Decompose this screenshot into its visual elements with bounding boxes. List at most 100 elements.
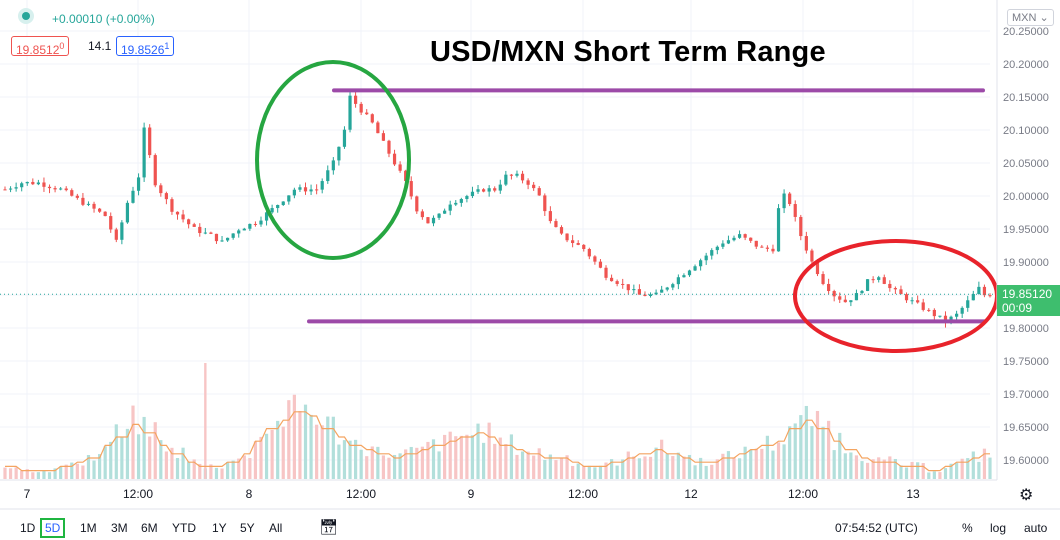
volume-bar [515,454,519,479]
candle-body [142,127,146,178]
volume-bar [398,453,402,479]
volume-bar [448,431,452,479]
volume-bar [877,457,881,479]
volume-bar [593,467,597,479]
volume-bar [832,450,836,479]
volume-bar [543,459,547,479]
volume-bar [615,465,619,479]
candle-body [470,191,475,197]
candle-body [888,283,892,289]
ask-value: 19.8526 [121,43,165,57]
candle-body [966,300,970,308]
candle-body [448,204,452,211]
symbol-dropdown[interactable]: MXN ⌄ [1007,9,1054,26]
volume-bar [776,442,781,479]
price-tick-label: 19.75000 [1003,356,1049,368]
volume-bar [31,472,35,479]
gear-icon[interactable]: ⚙ [1019,487,1034,504]
candle-body [437,213,441,218]
timeframe-1y[interactable]: 1Y [212,521,227,535]
volume-bar [737,458,742,479]
volume-bar [854,455,859,479]
price-axis: 20.25000 20.20000 20.15000 20.10000 20.05000… [996,0,1060,480]
candle-body [209,232,213,234]
timeframe-6m[interactable]: 6M [141,521,158,535]
log-toggle[interactable]: log [990,521,1007,535]
last-price-countdown: 00:09 [1002,301,1033,315]
candle-body [198,226,202,234]
timeframe-ytd[interactable]: YTD [172,521,196,535]
auto-toggle[interactable]: auto [1024,521,1048,535]
timeframe-1m[interactable]: 1M [80,521,97,535]
volume-bar [921,463,925,479]
price-tick-label: 20.00000 [1003,191,1049,203]
candle-body [75,195,79,198]
candle-body [565,233,569,241]
candle-body [392,153,397,165]
volume-bar [576,463,580,479]
volume-bar [92,460,96,479]
volume-bar [281,426,285,479]
volume-bar [443,434,447,479]
candle-body [559,227,564,234]
volume-bar [392,454,397,479]
timeframe-5d[interactable]: 5D [40,518,66,538]
timeframe-3m[interactable]: 3M [111,521,128,535]
volume-bar [287,400,291,479]
candle-body [804,236,808,251]
ask-price[interactable]: 19.85261 [116,36,175,57]
volume-bar [470,435,475,479]
candle-body [398,164,402,171]
candle-body [943,315,948,323]
candle-body [303,187,308,192]
candle-body [281,201,285,205]
calendar-range-icon[interactable]: 📅︎ [319,519,339,536]
candle-body [921,302,925,310]
volume-bar [988,457,992,479]
candle-body [309,189,313,192]
volume-bar [409,446,413,479]
candle-body [699,260,703,267]
volume-bar [25,469,29,479]
candle-body [982,286,987,296]
volume-bar [821,426,825,479]
volume-bar [148,436,152,479]
candle-body [621,283,625,285]
volume-bar [187,461,191,479]
volume-bar [348,440,352,479]
volume-bar [276,420,280,479]
candle-body [8,188,13,190]
candle-body [615,281,619,284]
candle-body [387,140,391,154]
volume-bar [938,472,942,479]
volume-bar [309,414,313,479]
percent-toggle[interactable]: % [962,521,973,535]
clock-display[interactable]: 07:54:52 (UTC) [835,521,918,535]
volume-bar [788,426,792,479]
candle-body [86,203,91,205]
candle-body [292,189,296,196]
candle-body [648,294,653,297]
candle-body [654,292,658,295]
timeframe-5y[interactable]: 5Y [240,521,255,535]
candle-body [148,127,152,156]
volume-bar [214,467,219,479]
candle-body [253,223,258,225]
volume-bar [109,441,113,479]
volume-bar [888,456,892,479]
candle-body [537,188,541,196]
candle-body [682,275,686,278]
volume-bar [365,456,369,479]
volume-bar [120,437,124,479]
candle-body [270,208,274,213]
timeframe-all[interactable]: All [269,521,283,535]
volume-bar [982,448,987,479]
candle-body [64,188,68,191]
candle-body [504,174,508,185]
timeframe-1d[interactable]: 1D [20,521,36,535]
volume-bar [98,454,102,479]
volume-bar [927,472,931,479]
bid-price[interactable]: 19.85120 [11,36,70,57]
candle-body [459,199,463,203]
